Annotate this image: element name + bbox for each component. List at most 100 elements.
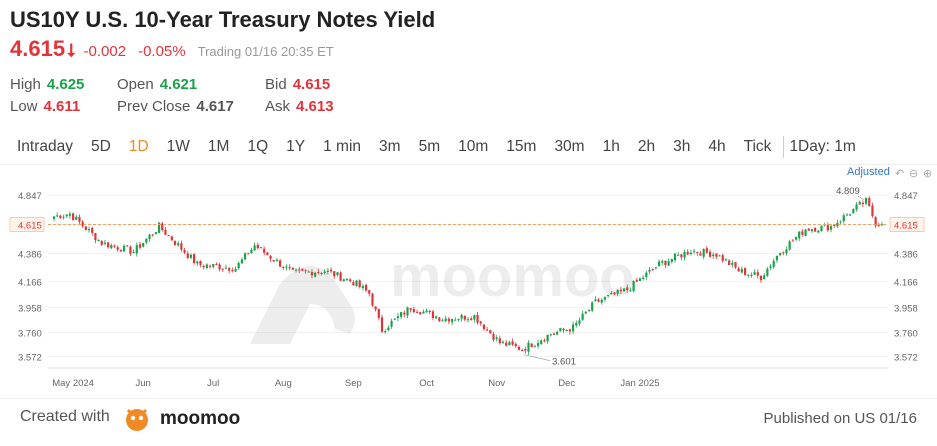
candle-body [431, 311, 435, 318]
candle-body [387, 327, 390, 331]
tab-tick[interactable]: Tick [743, 138, 772, 155]
tab-1h[interactable]: 1h [602, 138, 620, 155]
candle-body [122, 245, 126, 252]
tab-4h[interactable]: 4h [708, 138, 726, 155]
candle-body [785, 249, 788, 254]
candle-body [880, 224, 884, 226]
candle-body [610, 292, 613, 295]
y-tick-label: 3.572 [18, 352, 42, 363]
candle-body [154, 232, 158, 234]
tab-5m[interactable]: 5m [418, 138, 441, 155]
candle-body [820, 225, 823, 232]
undo-icon[interactable]: ↶ [895, 168, 905, 180]
stat-low: Low 4.611 [10, 98, 80, 115]
candle-body [326, 270, 329, 273]
candle-body [157, 222, 161, 234]
price-tag-right [889, 217, 925, 232]
stat-high-value: 4.625 [46, 76, 85, 93]
tab-15m[interactable]: 15m [506, 138, 537, 155]
stat-bid: Bid 4.615 [265, 76, 330, 93]
adjusted-toggle[interactable]: Adjusted [847, 166, 890, 178]
candle-body [409, 308, 412, 310]
candle-body [514, 343, 517, 347]
candle-body [269, 255, 272, 259]
candle-body [380, 317, 384, 332]
candle-body [498, 338, 501, 344]
candle-body [393, 318, 396, 320]
tab-1d[interactable]: 1D [128, 138, 149, 155]
tab-3h[interactable]: 3h [673, 138, 691, 155]
tab-1-min[interactable]: 1 min [323, 138, 362, 155]
candle-body [288, 267, 291, 269]
candle-body [164, 229, 167, 235]
candle-body [422, 311, 425, 314]
candle-body [212, 263, 215, 267]
zoom-in-icon[interactable]: ⊕ [923, 168, 933, 180]
candle-body [240, 259, 243, 264]
period-tabs: Intraday 5D 1D 1W 1M 1Q 1Y 1 min 3m 5m 10m 15m 30m 1h… [8, 136, 933, 158]
candle-body [731, 262, 734, 265]
candle-body [113, 245, 116, 247]
candle-body [747, 274, 750, 276]
tab-2h[interactable]: 2h [637, 138, 656, 155]
candlestick-chart[interactable]: moomoo 4.847 4.615 4.386 4.166 3.958 3.760 3.5… [0, 178, 937, 398]
candle-body [667, 261, 670, 266]
high-annotation-leader [857, 195, 865, 201]
candle-body [314, 272, 317, 277]
candle-body [199, 260, 202, 265]
published-label: Published on US 01/16 [763, 410, 917, 427]
candle-body [750, 274, 753, 276]
candle-body [670, 259, 673, 262]
candle-body [511, 341, 514, 345]
zoom-out-icon[interactable]: ⊖ [909, 168, 919, 180]
candle-body [778, 253, 782, 256]
stat-open-value: 4.621 [159, 76, 198, 93]
candle-body [740, 269, 743, 273]
candle-body [406, 307, 409, 316]
candle-body [294, 269, 298, 271]
candle-body [466, 319, 470, 321]
candle-body [817, 230, 820, 233]
candle-body [578, 320, 581, 324]
candle-body [476, 314, 479, 323]
tab-1m[interactable]: 1M [207, 138, 230, 155]
candle-body [699, 253, 702, 256]
tab-1w[interactable]: 1W [166, 138, 190, 155]
y-tick-label: 3.760 [18, 329, 42, 340]
candle-body [279, 260, 282, 267]
candle-body [126, 245, 129, 247]
tab-30m[interactable]: 30m [554, 138, 585, 155]
price-tag-left [9, 217, 45, 232]
tab-intraday[interactable]: Intraday [17, 138, 74, 155]
candle-body [686, 251, 689, 255]
candle-body [651, 269, 654, 271]
tab-1day-1m[interactable]: 1Day: 1m [783, 136, 864, 158]
candle-body [546, 334, 549, 342]
candle-body [629, 290, 632, 292]
low-annotation-leader [524, 354, 551, 361]
tab-1q[interactable]: 1Q [247, 138, 269, 155]
candle-body [291, 267, 294, 270]
candle-body [505, 342, 508, 346]
tab-10m[interactable]: 10m [458, 138, 489, 155]
x-tick-label: Sep [345, 378, 362, 389]
tab-5d[interactable]: 5D [91, 138, 111, 155]
candle-body [871, 205, 874, 217]
candle-body [715, 253, 718, 257]
y-tick-label: 4.847 [894, 191, 918, 202]
tab-3m[interactable]: 3m [379, 138, 401, 155]
candle-body [654, 267, 657, 269]
tab-1y[interactable]: 1Y [286, 138, 306, 155]
candle-body [613, 292, 616, 295]
candle-body [333, 271, 336, 277]
candle-body [517, 346, 521, 350]
candle-body [454, 319, 457, 321]
candle-body [591, 302, 594, 311]
candle-body [310, 272, 314, 276]
candle-body [441, 320, 444, 322]
y-tick-label: 4.386 [18, 249, 42, 260]
candle-body [638, 278, 642, 282]
stat-ask-label: Ask [265, 98, 291, 115]
candle-body [228, 268, 231, 271]
x-tick-label: Aug [275, 378, 292, 389]
